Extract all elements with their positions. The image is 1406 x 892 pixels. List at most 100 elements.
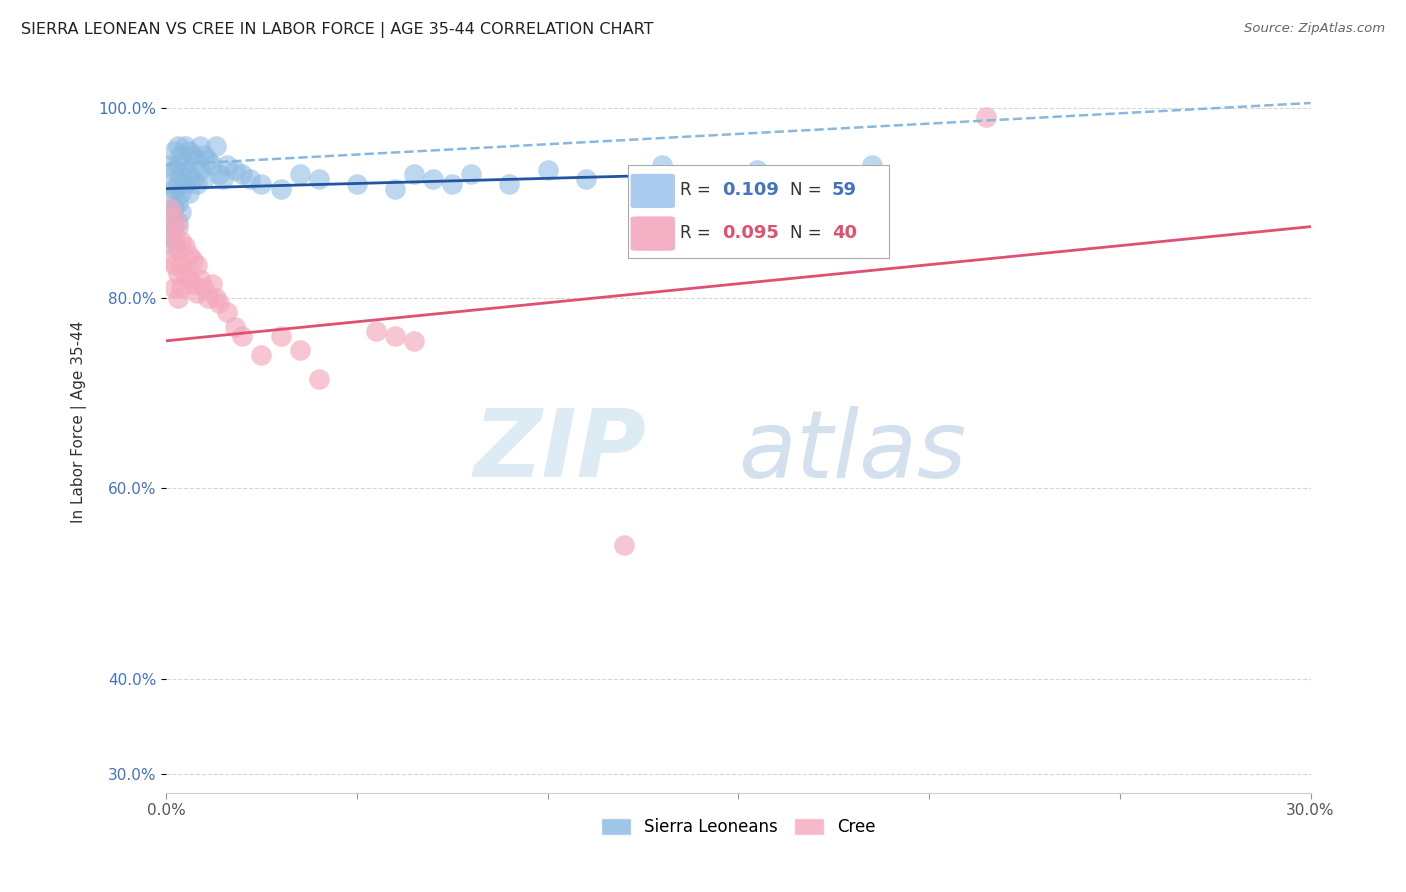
Point bbox=[239, 172, 262, 186]
Point bbox=[190, 138, 212, 153]
Point bbox=[181, 172, 204, 186]
Point bbox=[460, 167, 482, 181]
Point bbox=[212, 172, 235, 186]
Point bbox=[163, 234, 186, 248]
Point bbox=[193, 281, 215, 295]
Point bbox=[201, 158, 224, 172]
Point bbox=[170, 186, 193, 201]
Point bbox=[163, 181, 186, 195]
Point bbox=[159, 224, 181, 238]
Text: N =: N = bbox=[790, 224, 827, 242]
Point bbox=[159, 177, 181, 191]
Point bbox=[308, 372, 330, 386]
Point bbox=[170, 167, 193, 181]
Text: R =: R = bbox=[681, 224, 716, 242]
Point bbox=[384, 329, 406, 343]
Point bbox=[422, 172, 444, 186]
Point bbox=[163, 210, 186, 224]
Text: atlas: atlas bbox=[738, 406, 967, 497]
Point bbox=[231, 167, 253, 181]
Point bbox=[575, 172, 598, 186]
Point bbox=[193, 172, 215, 186]
Point bbox=[250, 348, 273, 362]
Point bbox=[163, 162, 186, 177]
Point bbox=[159, 158, 181, 172]
Point bbox=[163, 144, 186, 158]
Point bbox=[166, 244, 188, 258]
Point bbox=[208, 167, 231, 181]
Point bbox=[163, 201, 186, 215]
Point bbox=[217, 305, 239, 319]
Point bbox=[384, 181, 406, 195]
Point bbox=[159, 201, 181, 215]
Point bbox=[270, 181, 292, 195]
Point bbox=[170, 148, 193, 162]
Point bbox=[159, 191, 181, 205]
Point bbox=[159, 229, 181, 244]
Text: ZIP: ZIP bbox=[474, 405, 647, 498]
Point bbox=[190, 162, 212, 177]
Point bbox=[231, 329, 253, 343]
Point bbox=[186, 177, 208, 191]
Point bbox=[250, 177, 273, 191]
Point bbox=[193, 148, 215, 162]
Text: 0.109: 0.109 bbox=[723, 181, 779, 200]
Point bbox=[170, 281, 193, 295]
Point bbox=[270, 329, 292, 343]
Point bbox=[174, 267, 197, 281]
Y-axis label: In Labor Force | Age 35-44: In Labor Force | Age 35-44 bbox=[72, 320, 87, 523]
Point bbox=[163, 238, 186, 252]
Point bbox=[204, 291, 226, 305]
Point bbox=[288, 343, 311, 358]
Point bbox=[181, 277, 204, 291]
FancyBboxPatch shape bbox=[630, 174, 675, 208]
Text: 0.095: 0.095 bbox=[723, 224, 779, 242]
Point bbox=[177, 248, 200, 262]
Point bbox=[747, 162, 769, 177]
Point bbox=[441, 177, 464, 191]
Point bbox=[174, 138, 197, 153]
Point bbox=[166, 195, 188, 210]
Point bbox=[166, 215, 188, 229]
Legend: Sierra Leoneans, Cree: Sierra Leoneans, Cree bbox=[600, 818, 876, 837]
Point bbox=[159, 210, 181, 224]
Point bbox=[197, 291, 219, 305]
Point bbox=[166, 267, 188, 281]
Point bbox=[651, 158, 673, 172]
Point bbox=[186, 286, 208, 301]
Text: 59: 59 bbox=[832, 181, 856, 200]
Point bbox=[613, 538, 636, 552]
Point bbox=[177, 167, 200, 181]
Point bbox=[224, 162, 246, 177]
Point bbox=[170, 234, 193, 248]
Point bbox=[163, 258, 186, 272]
Point bbox=[204, 138, 226, 153]
Point bbox=[364, 324, 387, 338]
Point bbox=[166, 138, 188, 153]
Point bbox=[177, 272, 200, 286]
Point bbox=[974, 110, 997, 124]
Text: Source: ZipAtlas.com: Source: ZipAtlas.com bbox=[1244, 22, 1385, 36]
Point bbox=[346, 177, 368, 191]
Point bbox=[308, 172, 330, 186]
Point bbox=[181, 148, 204, 162]
Text: N =: N = bbox=[790, 181, 827, 200]
Point bbox=[208, 295, 231, 310]
Point bbox=[186, 258, 208, 272]
Point bbox=[166, 219, 188, 234]
Point bbox=[163, 219, 186, 234]
Point bbox=[166, 158, 188, 172]
Point bbox=[186, 153, 208, 167]
Point bbox=[174, 177, 197, 191]
Point bbox=[174, 158, 197, 172]
Point bbox=[860, 158, 883, 172]
Point bbox=[170, 205, 193, 219]
Point bbox=[163, 281, 186, 295]
Point bbox=[166, 291, 188, 305]
Point bbox=[402, 334, 425, 348]
FancyBboxPatch shape bbox=[630, 217, 675, 251]
Point bbox=[181, 252, 204, 267]
Text: 40: 40 bbox=[832, 224, 856, 242]
Point bbox=[197, 153, 219, 167]
Point bbox=[190, 272, 212, 286]
